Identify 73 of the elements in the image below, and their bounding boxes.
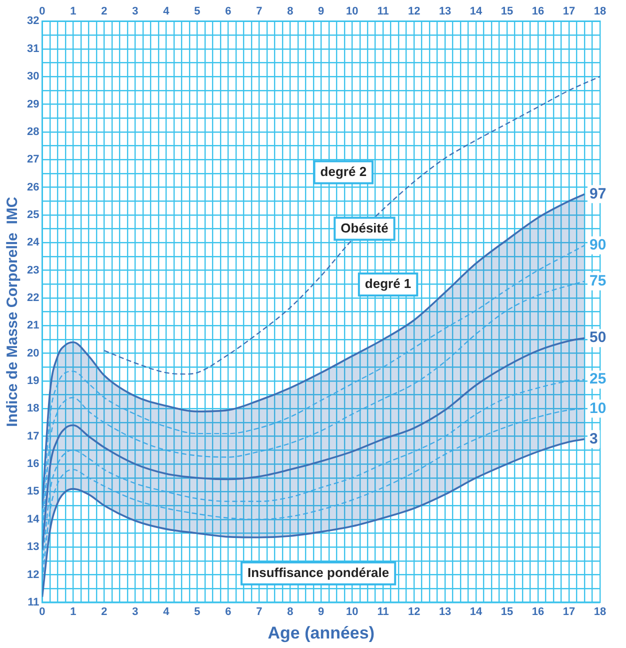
y-tick-label: 17	[26, 430, 40, 442]
y-tick-label: 28	[26, 126, 40, 138]
y-tick-label: 15	[26, 486, 40, 498]
x-tick-label: 16	[532, 6, 544, 18]
series-label: 50	[590, 329, 606, 346]
y-tick-label: 26	[26, 181, 40, 194]
x-tick-label: 15	[500, 6, 514, 18]
x-tick-label: 3	[132, 6, 138, 18]
y-tick-label: 13	[26, 541, 40, 554]
x-axis-title: Age (années)	[268, 623, 374, 642]
y-tick-label: 27	[26, 154, 40, 166]
y-tick-label: 29	[26, 98, 40, 110]
series-label: 75	[590, 272, 606, 290]
x2-tick-label: 9	[318, 606, 324, 618]
x2-tick-label: 6	[225, 606, 232, 618]
x2-tick-label: 1	[70, 606, 76, 618]
x2-tick-label: 12	[408, 606, 420, 618]
x2-tick-label: 2	[101, 606, 108, 618]
x2-tick-label: 13	[438, 606, 452, 618]
x2-tick-label: 7	[256, 606, 262, 618]
y-tick-label: 25	[26, 208, 40, 221]
x-tick-label: 8	[287, 6, 294, 18]
y-tick-label: 14	[26, 513, 40, 526]
x-tick-label: 1	[70, 6, 76, 18]
x-tick-label: 7	[256, 6, 262, 18]
y-tick-label: 24	[26, 236, 40, 249]
x-tick-label: 9	[318, 6, 324, 18]
series-label: 10	[590, 400, 606, 417]
x2-tick-label: 0	[39, 606, 46, 618]
x-tick-label: 18	[594, 6, 606, 18]
x2-tick-label: 3	[132, 606, 138, 618]
x2-tick-label: 11	[377, 606, 389, 618]
x-tick-label: 4	[163, 6, 170, 18]
x-tick-label: 14	[470, 6, 484, 18]
x2-tick-label: 5	[194, 606, 200, 618]
y-tick-label: 19	[26, 375, 40, 388]
x-tick-label: 11	[377, 6, 389, 18]
x2-tick-label: 16	[532, 606, 544, 618]
x2-tick-label: 4	[163, 606, 170, 618]
x-tick-label: 5	[194, 6, 200, 18]
x-tick-label: 6	[225, 6, 232, 18]
series-label: 90	[590, 236, 606, 254]
y-tick-label: 20	[26, 347, 40, 360]
y-tick-label: 23	[26, 264, 40, 276]
y-tick-label: 30	[26, 70, 40, 83]
x2-tick-label: 17	[562, 606, 576, 618]
x-tick-label: 10	[346, 6, 358, 18]
annotation: Insuffisance pondérale	[248, 564, 390, 580]
x2-tick-label: 8	[287, 606, 294, 618]
annotation: Obésité	[340, 220, 388, 236]
y-tick-label: 31	[26, 42, 40, 55]
annotation: degré 2	[320, 164, 367, 179]
x2-tick-label: 10	[346, 606, 358, 618]
x2-tick-label: 14	[470, 606, 484, 618]
y-tick-label: 12	[26, 568, 40, 581]
y-tick-label: 18	[26, 402, 40, 415]
x-tick-label: 17	[562, 6, 576, 18]
annotation: degré 1	[364, 276, 412, 292]
series-label: 3	[590, 430, 598, 448]
x-tick-label: 12	[408, 6, 420, 18]
series-label: 97	[590, 185, 606, 202]
y-tick-label: 21	[26, 320, 40, 332]
x2-tick-label: 18	[594, 606, 606, 618]
x-tick-label: 13	[438, 6, 452, 18]
y-tick-label: 32	[26, 15, 40, 28]
x-tick-label: 2	[101, 6, 108, 18]
y-tick-label: 22	[26, 292, 40, 304]
series-label: 25	[590, 370, 606, 388]
y-axis-title: Indice de Masse Corporelle IMC	[4, 196, 22, 427]
x-tick-label: 0	[39, 6, 46, 18]
x2-tick-label: 15	[500, 606, 514, 618]
y-tick-label: 16	[26, 458, 40, 470]
y-tick-label: 11	[28, 596, 40, 608]
